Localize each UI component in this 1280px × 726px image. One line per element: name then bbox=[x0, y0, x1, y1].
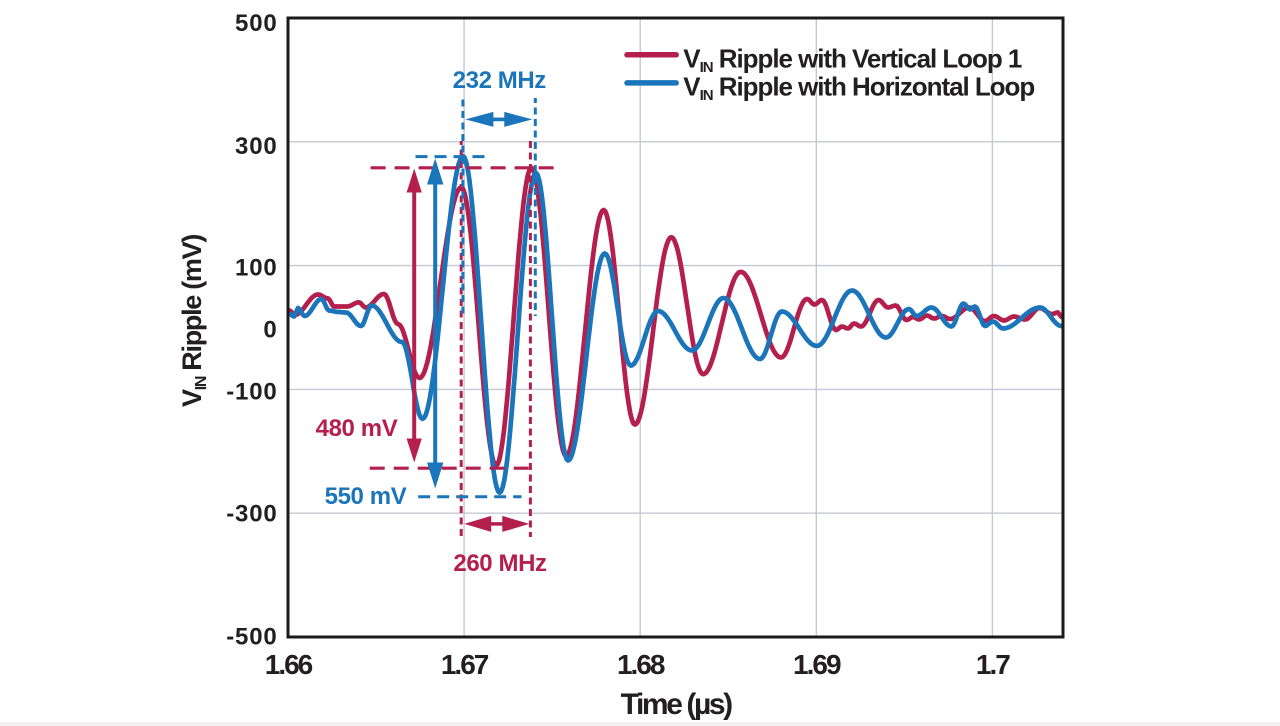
svg-text:500: 500 bbox=[235, 10, 277, 37]
svg-text:-500: -500 bbox=[226, 624, 277, 651]
svg-text:-300: -300 bbox=[226, 501, 277, 528]
svg-text:-100: -100 bbox=[226, 378, 277, 405]
svg-text:1.7: 1.7 bbox=[976, 649, 1010, 680]
svg-text:Time (µs): Time (µs) bbox=[621, 688, 733, 721]
svg-text:100: 100 bbox=[235, 255, 277, 282]
svg-text:300: 300 bbox=[235, 133, 277, 160]
svg-text:260 MHz: 260 MHz bbox=[453, 550, 547, 577]
svg-text:1.66: 1.66 bbox=[265, 649, 313, 680]
svg-text:1.68: 1.68 bbox=[617, 649, 665, 680]
svg-text:VIN Ripple with Vertical Loop: VIN Ripple with Vertical Loop 1 bbox=[683, 43, 1022, 76]
svg-text:232 MHz: 232 MHz bbox=[453, 67, 547, 94]
svg-text:0: 0 bbox=[263, 317, 277, 344]
svg-text:550 mV: 550 mV bbox=[325, 483, 407, 510]
svg-text:1.67: 1.67 bbox=[441, 649, 489, 680]
svg-text:1.69: 1.69 bbox=[793, 649, 841, 680]
svg-text:VIN Ripple with Horizontal Loo: VIN Ripple with Horizontal Loop bbox=[683, 72, 1034, 105]
svg-text:480 mV: 480 mV bbox=[316, 415, 398, 442]
